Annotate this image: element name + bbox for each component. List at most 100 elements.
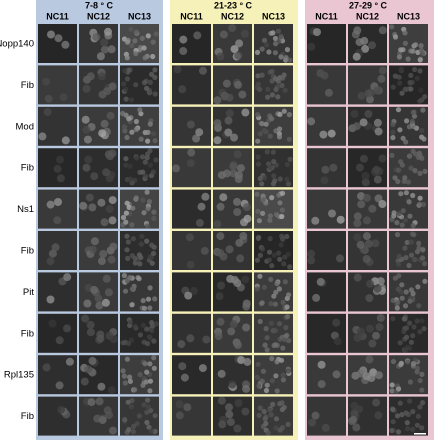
nucleus <box>402 245 408 251</box>
nucleus <box>97 382 106 391</box>
column-header: NC11 <box>180 11 203 21</box>
nucleus <box>83 299 92 308</box>
nucleus <box>178 85 187 94</box>
nucleus <box>419 318 425 324</box>
nucleus <box>402 86 408 92</box>
nucleus <box>365 355 374 364</box>
nucleus <box>124 76 130 82</box>
nucleus <box>286 112 292 118</box>
nucleus <box>278 357 285 363</box>
nucleus <box>108 149 117 158</box>
nucleus <box>373 175 382 184</box>
row-label: Rpl135 <box>4 370 34 381</box>
micrograph <box>389 313 428 353</box>
nucleus <box>139 154 146 160</box>
nucleus <box>333 337 342 346</box>
nucleus <box>274 281 280 287</box>
nucleus <box>406 153 413 159</box>
nucleus <box>136 413 142 419</box>
micrograph-background <box>307 106 346 146</box>
nucleus <box>261 127 267 134</box>
nucleus <box>418 43 424 49</box>
nucleus <box>284 332 290 338</box>
nucleus <box>308 418 316 427</box>
nucleus <box>360 36 369 45</box>
nucleus <box>90 172 99 181</box>
nucleus <box>100 119 109 128</box>
nucleus <box>390 135 396 141</box>
nucleus <box>270 401 276 407</box>
micrograph <box>79 313 118 353</box>
nucleus <box>126 427 132 433</box>
nucleus <box>396 261 402 267</box>
nucleus <box>82 84 91 93</box>
nucleus <box>275 94 281 100</box>
nucleus <box>219 252 228 261</box>
nucleus <box>100 218 109 227</box>
nucleus <box>362 232 371 241</box>
nucleus <box>140 382 146 388</box>
nucleus <box>145 129 151 135</box>
nucleus <box>63 273 72 282</box>
nucleus <box>56 174 65 183</box>
nucleus <box>53 164 62 173</box>
nucleus <box>312 293 321 302</box>
nucleus <box>153 31 159 37</box>
nucleus <box>366 324 374 333</box>
nucleus <box>415 284 421 290</box>
nucleus <box>48 249 57 258</box>
nucleus <box>213 136 222 145</box>
nucleus <box>48 319 57 328</box>
nucleus <box>317 360 326 369</box>
nucleus <box>51 243 60 252</box>
nucleus <box>109 335 118 344</box>
nucleus <box>257 175 263 182</box>
nucleus <box>353 219 362 228</box>
nucleus <box>144 223 150 229</box>
nucleus <box>422 278 428 284</box>
nucleus <box>269 68 275 74</box>
nucleus <box>255 154 261 160</box>
nucleus <box>417 57 423 63</box>
nucleus <box>147 79 153 85</box>
nucleus <box>55 381 64 390</box>
nucleus <box>362 372 371 381</box>
nucleus <box>413 42 419 48</box>
nucleus <box>269 356 275 362</box>
nucleus <box>272 342 278 348</box>
nucleus <box>402 217 408 223</box>
micrograph <box>348 313 387 353</box>
nucleus <box>260 210 266 216</box>
row-label: Mod <box>16 121 34 132</box>
nucleus <box>140 197 146 203</box>
nucleus <box>98 72 106 81</box>
nucleus <box>267 217 273 223</box>
nucleus <box>284 161 290 168</box>
nucleus <box>230 133 238 142</box>
micrograph <box>307 148 346 188</box>
nucleus <box>408 165 414 171</box>
nucleus <box>218 420 227 429</box>
nucleus <box>121 373 127 379</box>
nucleus <box>183 403 192 412</box>
nucleus <box>263 121 269 127</box>
nucleus <box>352 423 361 432</box>
nucleus <box>94 294 103 303</box>
nucleus <box>121 81 127 87</box>
nucleus <box>149 260 155 266</box>
column-header: NC12 <box>221 11 244 21</box>
micrograph <box>389 106 428 146</box>
nucleus <box>254 286 260 292</box>
nucleus <box>106 111 115 120</box>
nucleus <box>85 193 94 202</box>
nucleus <box>84 365 93 374</box>
nucleus <box>264 382 270 388</box>
nucleus <box>259 121 265 127</box>
nucleus <box>307 249 315 258</box>
nucleus <box>420 400 426 406</box>
nucleus <box>141 45 147 51</box>
nucleus <box>264 347 270 353</box>
nucleus <box>267 133 273 139</box>
nucleus <box>390 419 396 425</box>
nucleus <box>86 320 95 329</box>
